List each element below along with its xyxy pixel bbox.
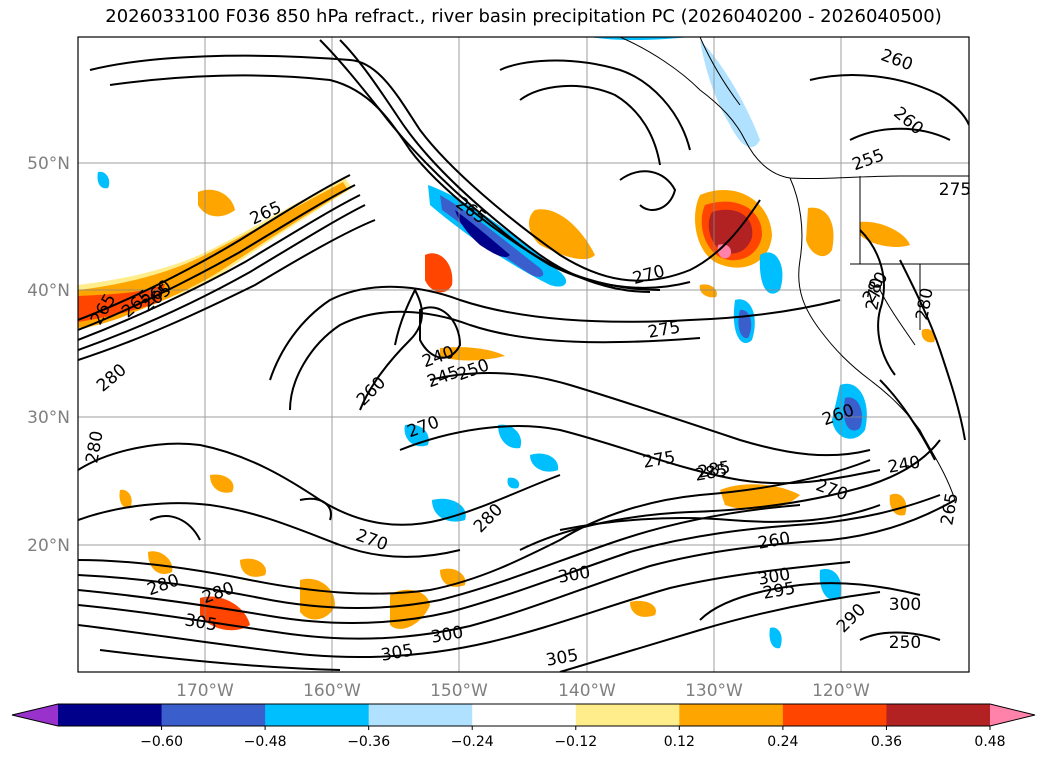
latitude-labels: 50°N 40°N 30°N 20°N	[27, 154, 70, 556]
lon-label-130w: 130°W	[685, 681, 743, 701]
contour-label: 300	[889, 595, 921, 615]
map-title: 2026033100 F036 850 hPa refract., river …	[105, 6, 942, 27]
contour-label: 250	[889, 633, 921, 653]
colorbar-tick-label: −0.48	[244, 734, 287, 750]
colorbar-tick-label: −0.12	[554, 734, 597, 750]
lat-label-20n: 20°N	[27, 536, 70, 556]
lon-label-120w: 120°W	[812, 681, 870, 701]
lon-label-140w: 140°W	[558, 681, 616, 701]
colorbar-tick-label: −0.36	[347, 734, 390, 750]
colorbar-swatch	[575, 704, 680, 726]
map-area	[78, 37, 969, 672]
colorbar-extend-max	[990, 704, 1035, 726]
colorbar-swatch	[58, 704, 163, 726]
lon-label-160w: 160°W	[303, 681, 361, 701]
colorbar-extend-min	[12, 704, 58, 726]
colorbar-tick-label: 0.36	[871, 734, 902, 750]
colorbar-tick-label: 0.12	[664, 734, 695, 750]
colorbar-outline	[11, 703, 1036, 727]
colorbar-tick-label: 0.24	[767, 734, 798, 750]
lat-label-40n: 40°N	[27, 281, 70, 301]
refractivity-contours	[78, 39, 969, 672]
colorbar-tick-label: 0.48	[974, 734, 1005, 750]
colorbar-swatch	[368, 704, 473, 726]
colorbar-swatch	[161, 704, 266, 726]
colorbar-swatch	[679, 704, 784, 726]
colorbar-swatch	[782, 704, 887, 726]
lon-label-170w: 170°W	[176, 681, 234, 701]
colorbar-tick-label: −0.60	[140, 734, 183, 750]
coastlines	[619, 37, 969, 501]
gridlines	[78, 37, 969, 672]
lat-label-30n: 30°N	[27, 408, 70, 428]
contour-label: 275	[939, 180, 971, 200]
colorbar: −0.60 −0.48 −0.36 −0.24 −0.12 0.12 0.24 0.36 0.4…	[11, 703, 1036, 750]
map-frame	[77, 36, 970, 673]
lat-label-50n: 50°N	[27, 154, 70, 174]
longitude-labels: 170°W 160°W 150°W 140°W 130°W 120°W	[176, 681, 870, 701]
colorbar-swatch	[472, 704, 577, 726]
colorbar-tick-label: −0.24	[451, 734, 494, 750]
colorbar-swatch	[265, 704, 370, 726]
lon-label-150w: 150°W	[430, 681, 488, 701]
colorbar-swatch	[886, 704, 991, 726]
